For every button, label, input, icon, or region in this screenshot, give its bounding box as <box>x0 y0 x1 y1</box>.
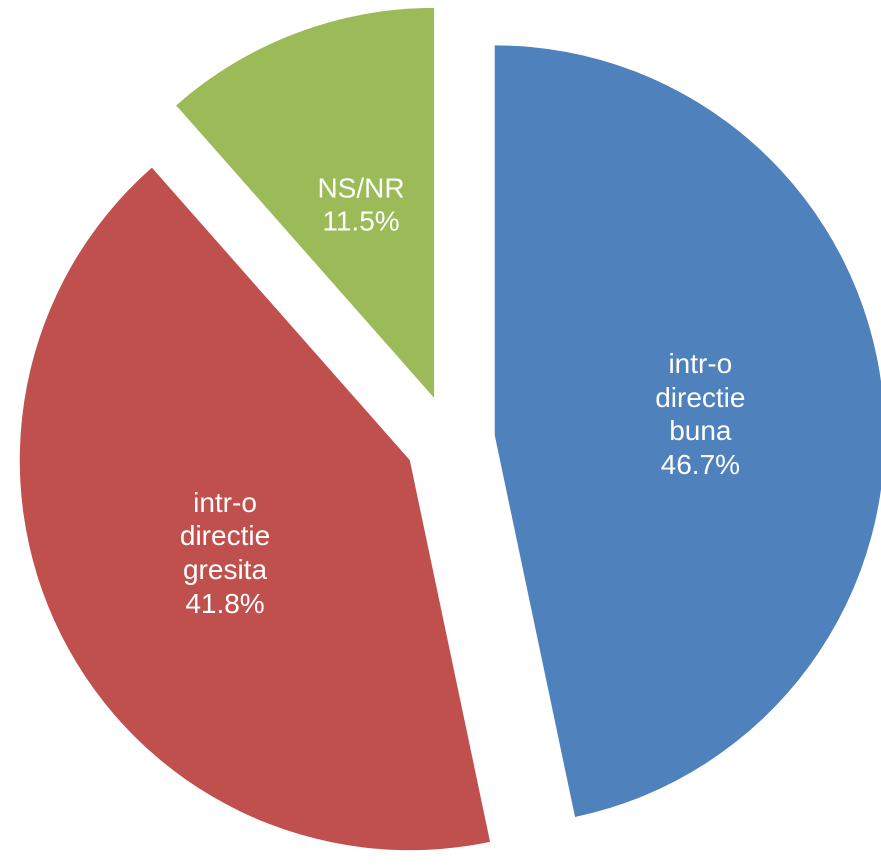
slice-category: intr-o directie buna <box>655 347 746 446</box>
slice-value: 11.5% <box>322 205 400 237</box>
slice-value: 41.8% <box>185 587 265 619</box>
slice-label: intr-o directie gresita 41.8% <box>150 486 300 620</box>
pie-slice <box>19 167 491 851</box>
slice-category: intr-o directie gresita <box>179 486 271 585</box>
slice-label: intr-o directie buna 46.7% <box>625 347 775 481</box>
slice-label: NS/NR 11.5% <box>286 171 436 238</box>
pie-slice <box>494 45 881 817</box>
slice-value: 46.7% <box>660 448 741 480</box>
pie-slice <box>176 7 435 398</box>
slice-category: NS/NR <box>317 171 405 203</box>
